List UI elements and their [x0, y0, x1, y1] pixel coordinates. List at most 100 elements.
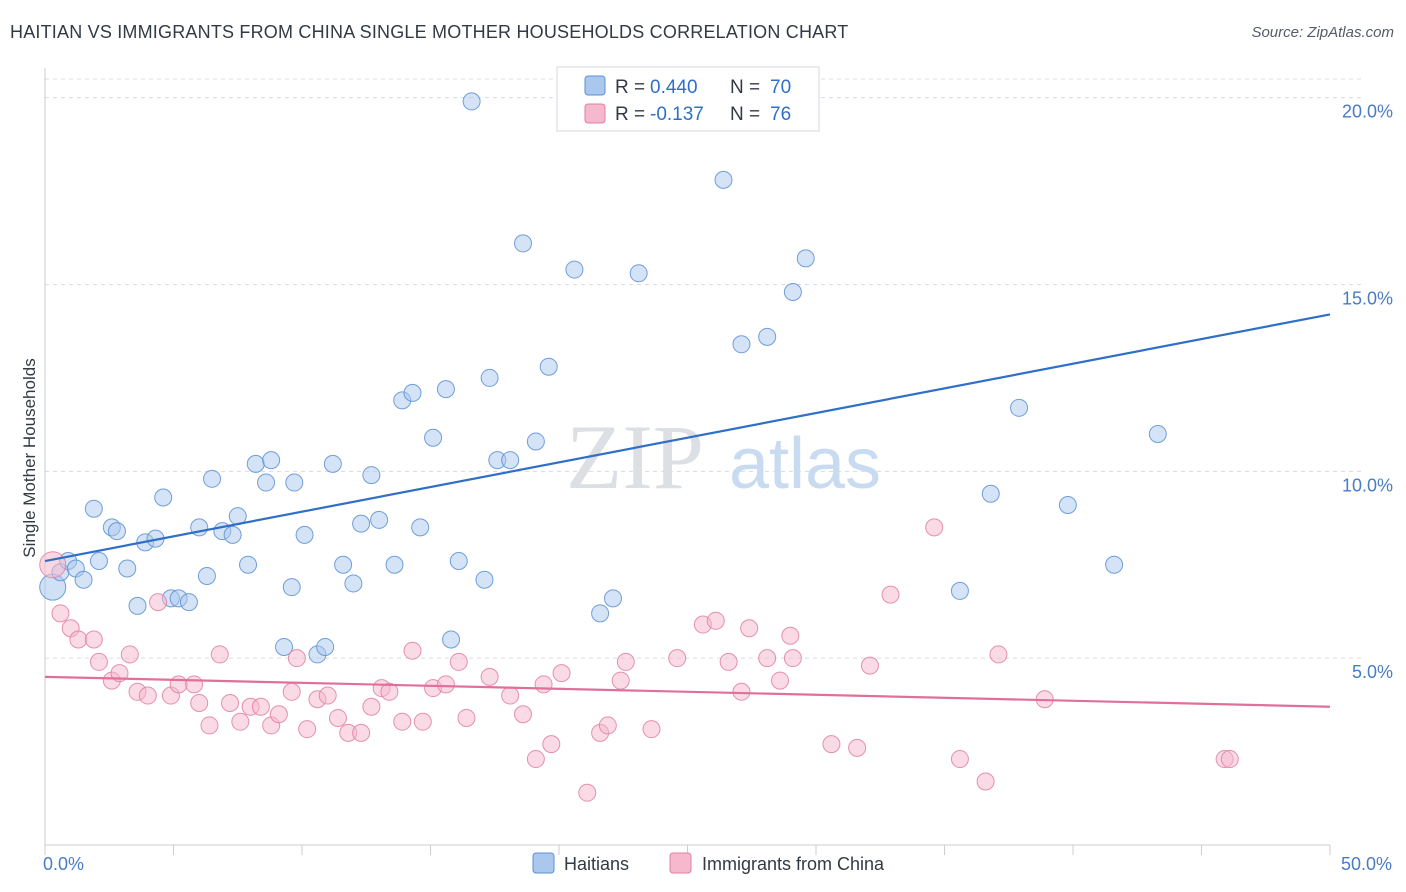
haitians-point	[385, 555, 404, 574]
china-point	[120, 645, 139, 664]
china-point	[848, 738, 867, 757]
y-tick-label: 10.0%	[1342, 475, 1393, 495]
legend-n-label: N =	[730, 77, 760, 98]
haitians-point	[295, 525, 314, 544]
legend-bottom-swatch-china	[669, 852, 692, 874]
haitians-point	[462, 92, 481, 111]
haitians-point	[344, 574, 363, 593]
x-tick-label-max: 50.0%	[1341, 854, 1392, 874]
china-point	[413, 712, 432, 731]
china-point	[221, 694, 240, 713]
axes: 5.0% 10.0% 15.0% 20.0%	[44, 68, 1393, 855]
haitians-point	[436, 380, 455, 399]
china-point	[449, 652, 468, 671]
watermark: ZIP atlas	[566, 406, 881, 508]
haitians-point	[1148, 424, 1167, 443]
china-point	[89, 652, 108, 671]
haitians-point	[449, 552, 468, 571]
haitians-point	[316, 637, 335, 656]
china-point	[210, 645, 229, 664]
china-point	[514, 705, 533, 724]
haitians-point	[714, 170, 733, 189]
haitians-point	[362, 466, 381, 485]
legend-top: R = 0.440 N = 70 R = -0.137 N = 76	[556, 66, 820, 132]
legend-r-label: R =	[615, 77, 645, 98]
china-point	[526, 750, 545, 769]
haitians-point	[285, 473, 304, 492]
haitians-point	[591, 604, 610, 623]
haitians-point	[84, 499, 103, 518]
haitians-point	[442, 630, 461, 649]
grid-lines	[45, 78, 1365, 659]
china-point	[719, 652, 738, 671]
data-points	[39, 92, 1239, 802]
haitians-point	[1058, 495, 1077, 514]
china-point	[976, 772, 995, 791]
china-point	[231, 712, 250, 731]
china-point	[706, 611, 725, 630]
china-point	[642, 720, 661, 739]
legend-r-value: 0.440	[650, 77, 698, 98]
china-point	[51, 604, 70, 623]
y-tick-label: 5.0%	[1352, 662, 1393, 682]
haitians-point	[128, 596, 147, 615]
haitians-point	[1010, 398, 1029, 417]
source-label: Source: ZipAtlas.com	[1251, 24, 1394, 41]
legend-n-value: 70	[770, 77, 791, 98]
china-point	[578, 783, 597, 802]
haitians-point	[501, 451, 520, 470]
haitians-point	[475, 570, 494, 589]
haitians-point	[411, 518, 430, 537]
china-point	[149, 593, 168, 612]
china-point	[190, 694, 209, 713]
china-point	[185, 675, 204, 694]
china-point	[668, 649, 687, 668]
haitians-point	[262, 451, 281, 470]
haitians-point	[732, 335, 751, 354]
china-point	[732, 682, 751, 701]
haitians-point	[89, 552, 108, 571]
haitians-point	[480, 368, 499, 387]
china-point	[69, 630, 88, 649]
haitians-point	[246, 454, 265, 473]
trend-line-haitians	[44, 313, 1331, 563]
china-point	[352, 723, 371, 742]
china-point	[552, 664, 571, 683]
china-point	[534, 675, 553, 694]
haitians-point	[257, 473, 276, 492]
haitians-point	[783, 282, 802, 301]
haitians-point	[239, 555, 258, 574]
china-point	[362, 697, 381, 716]
china-point	[822, 735, 841, 754]
china-point	[380, 682, 399, 701]
china-point	[393, 712, 412, 731]
china-point	[480, 667, 499, 686]
y-tick-label: 20.0%	[1342, 102, 1393, 122]
china-point	[39, 551, 67, 579]
haitians-point	[107, 522, 126, 541]
china-point	[1220, 750, 1239, 769]
haitians-point	[796, 249, 815, 268]
legend-r-label: R =	[615, 104, 645, 125]
china-point	[611, 671, 630, 690]
legend-bottom-label-haitians: Haitians	[564, 854, 629, 874]
china-point	[542, 735, 561, 754]
china-point	[84, 630, 103, 649]
china-point	[200, 716, 219, 735]
haitians-point	[565, 260, 584, 279]
legend-bottom-swatch-haitians	[532, 852, 555, 874]
y-axis-label: Single Mother Households	[20, 358, 39, 557]
trend-lines	[44, 313, 1331, 708]
haitians-point	[323, 454, 342, 473]
legend-bottom-label-china: Immigrants from China	[702, 854, 885, 874]
haitians-point	[603, 589, 622, 608]
china-point	[169, 675, 188, 694]
china-point	[758, 649, 777, 668]
china-point	[771, 671, 790, 690]
china-point	[616, 652, 635, 671]
haitians-point	[981, 484, 1000, 503]
haitians-point	[203, 469, 222, 488]
china-point	[501, 686, 520, 705]
china-point	[138, 686, 157, 705]
